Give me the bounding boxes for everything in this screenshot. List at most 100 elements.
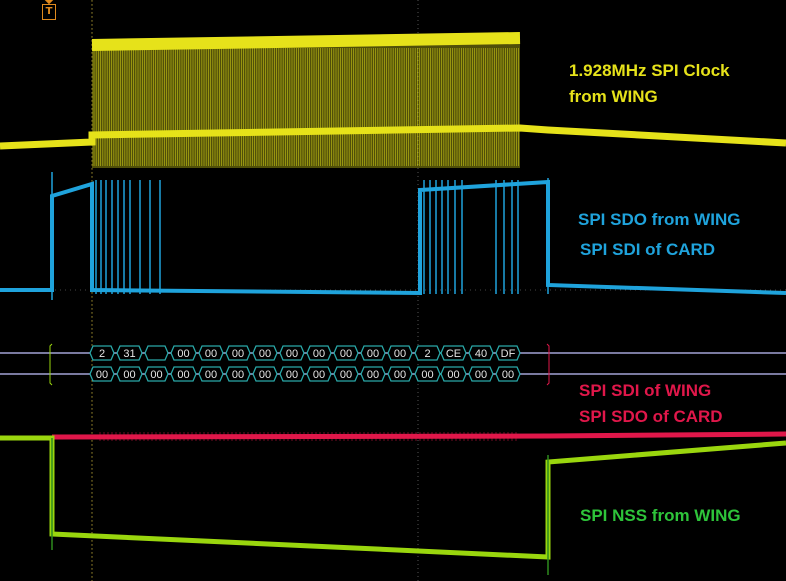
mosi-byte-box xyxy=(440,345,467,361)
sdo-wing-label: SPI SDO from WING xyxy=(578,210,741,229)
mosi-byte-box xyxy=(468,345,494,361)
miso-byte-9: 00 xyxy=(333,366,359,382)
mosi-byte-box xyxy=(495,345,521,361)
mosi-byte-box xyxy=(360,345,386,361)
mosi-byte-11: 00 xyxy=(387,345,413,361)
miso-byte-3: 00 xyxy=(170,366,197,382)
mosi-byte-label: DF xyxy=(501,348,516,360)
mosi-byte-14: 40 xyxy=(468,345,494,361)
clock-edges xyxy=(93,48,519,166)
nss-signal xyxy=(0,435,786,560)
miso-byte-box xyxy=(495,366,521,382)
mosi-byte-label: 00 xyxy=(259,348,271,360)
miso-byte-label: 00 xyxy=(259,369,271,381)
nss-label: SPI NSS from WING xyxy=(580,506,741,525)
miso-byte-label: 00 xyxy=(96,369,108,381)
sdi-card-label: SPI SDI of CARD xyxy=(580,240,716,259)
miso-byte-box xyxy=(198,366,224,382)
miso-byte-box xyxy=(414,366,441,382)
miso-byte-label: 00 xyxy=(340,369,352,381)
miso-byte-label: 00 xyxy=(150,369,162,381)
mosi-byte-box xyxy=(170,345,197,361)
miso-byte-6: 00 xyxy=(252,366,278,382)
nss-trace xyxy=(0,435,786,575)
miso-byte-box xyxy=(170,366,197,382)
mosi-byte-label: 00 xyxy=(394,348,406,360)
mosi-byte-box xyxy=(225,345,251,361)
miso-byte-label: 00 xyxy=(123,369,135,381)
miso-byte-box xyxy=(89,366,115,382)
miso-byte-box xyxy=(252,366,278,382)
mosi-byte-box xyxy=(306,345,332,361)
miso-byte-15: 00 xyxy=(495,366,521,382)
mosi-byte-label: 00 xyxy=(232,348,244,360)
clock-burst-envelope xyxy=(92,40,520,168)
mosi-byte-label: 2 xyxy=(99,348,105,360)
mosi-byte-box xyxy=(279,345,305,361)
mosi-byte-label: 40 xyxy=(475,348,487,360)
miso-byte-5: 00 xyxy=(225,366,251,382)
miso-byte-label: 00 xyxy=(205,369,217,381)
mosi-byte-6: 00 xyxy=(252,345,278,361)
clock-label-line2: from WING xyxy=(569,87,658,106)
mosi-trace xyxy=(0,172,786,300)
mosi-byte-label: 00 xyxy=(340,348,352,360)
miso-byte-2: 00 xyxy=(144,366,169,382)
mosi-byte-box xyxy=(198,345,224,361)
mosi-byte-label: 00 xyxy=(205,348,217,360)
mosi-byte-box xyxy=(387,345,413,361)
mosi-byte-8: 00 xyxy=(306,345,332,361)
miso-byte-13: 00 xyxy=(440,366,467,382)
clock-baseline xyxy=(0,124,786,150)
trigger-marker-icon[interactable]: T xyxy=(42,4,56,20)
miso-byte-box xyxy=(279,366,305,382)
mosi-byte-box xyxy=(414,345,441,361)
mosi-byte-0: 2 xyxy=(89,345,115,361)
bus-decode: 2 31 00 00 00 00 00 00 00 00 00 2 CE 40 DF 00 00 00 00 00 00… xyxy=(0,343,786,386)
mosi-byte-2 xyxy=(144,345,169,361)
miso-trace xyxy=(51,431,786,441)
mosi-byte-box xyxy=(252,345,278,361)
frame-end-bracket xyxy=(546,343,550,386)
miso-byte-box xyxy=(116,366,143,382)
miso-byte-4: 00 xyxy=(198,366,224,382)
mosi-byte-7: 00 xyxy=(279,345,305,361)
miso-byte-7: 00 xyxy=(279,366,305,382)
mosi-byte-9: 00 xyxy=(333,345,359,361)
clock-high-band xyxy=(91,32,521,51)
mosi-byte-label: CE xyxy=(446,348,461,360)
mosi-byte-3: 00 xyxy=(170,345,197,361)
miso-byte-label: 00 xyxy=(421,369,433,381)
mosi-byte-label: 31 xyxy=(123,348,135,360)
mosi-byte-12: 2 xyxy=(414,345,441,361)
miso-byte-10: 00 xyxy=(360,366,386,382)
miso-byte-label: 00 xyxy=(232,369,244,381)
miso-byte-label: 00 xyxy=(286,369,298,381)
miso-byte-box xyxy=(387,366,413,382)
mosi-byte-label: 00 xyxy=(177,348,189,360)
miso-byte-box xyxy=(306,366,332,382)
miso-byte-box xyxy=(468,366,494,382)
mosi-byte-box xyxy=(333,345,359,361)
miso-byte-label: 00 xyxy=(367,369,379,381)
frame-start-bracket xyxy=(49,343,53,386)
mosi-byte-label: 00 xyxy=(313,348,325,360)
mosi-edges xyxy=(95,180,519,294)
miso-byte-label: 00 xyxy=(475,369,487,381)
miso-noise xyxy=(99,432,517,441)
mosi-byte-label: 2 xyxy=(424,348,430,360)
miso-byte-box xyxy=(360,366,386,382)
miso-byte-label: 00 xyxy=(502,369,514,381)
mosi-byte-10: 00 xyxy=(360,345,386,361)
miso-signal xyxy=(51,431,786,440)
miso-byte-box xyxy=(144,366,169,382)
mosi-byte-15: DF xyxy=(495,345,521,361)
mosi-byte-5: 00 xyxy=(225,345,251,361)
mosi-byte-1: 31 xyxy=(116,345,143,361)
miso-byte-box xyxy=(225,366,251,382)
miso-byte-label: 00 xyxy=(394,369,406,381)
miso-byte-8: 00 xyxy=(306,366,332,382)
mosi-byte-label: 00 xyxy=(286,348,298,360)
miso-byte-1: 00 xyxy=(116,366,143,382)
